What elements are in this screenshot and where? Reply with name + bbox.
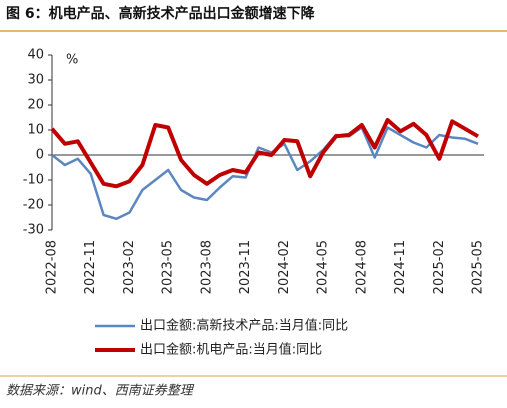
x-tick-label: 2025-02	[432, 240, 447, 294]
x-tick-label: 2023-08	[199, 240, 214, 294]
y-tick-label: 10	[27, 123, 44, 138]
legend-label: 出口金额:机电产品:当月值:同比	[140, 342, 322, 358]
x-tick-label: 2022-08	[45, 240, 60, 294]
x-tick-label: 2025-05	[471, 240, 486, 294]
source: 数据来源：wind、西南证券整理	[6, 384, 195, 399]
y-axis-unit: %	[66, 53, 78, 68]
x-tick-label: 2024-05	[316, 240, 331, 294]
legend-label: 出口金额:高新技术产品:当月值:同比	[140, 318, 348, 334]
series-line	[50, 118, 480, 189]
y-tick-label: 40	[27, 48, 44, 63]
chart-title: 图 6：机电产品、高新技术产品出口金额增速下降	[6, 5, 316, 22]
y-tick-label: 20	[27, 98, 44, 113]
x-tick-label: 2024-11	[393, 240, 408, 294]
x-tick-label: 2023-02	[122, 240, 137, 294]
x-tick-label: 2024-02	[277, 240, 292, 294]
series-line	[51, 126, 479, 221]
y-tick-label: -10	[23, 173, 44, 188]
y-tick-label: 30	[27, 73, 44, 88]
y-tick-label: -30	[23, 223, 44, 238]
x-tick-label: 2023-05	[161, 240, 176, 294]
y-tick-label: -20	[23, 198, 44, 213]
y-tick-label: 0	[36, 148, 44, 163]
x-tick-label: 2024-08	[354, 240, 369, 294]
x-tick-label: 2023-11	[238, 240, 253, 294]
x-tick-label: 2022-11	[83, 240, 98, 294]
